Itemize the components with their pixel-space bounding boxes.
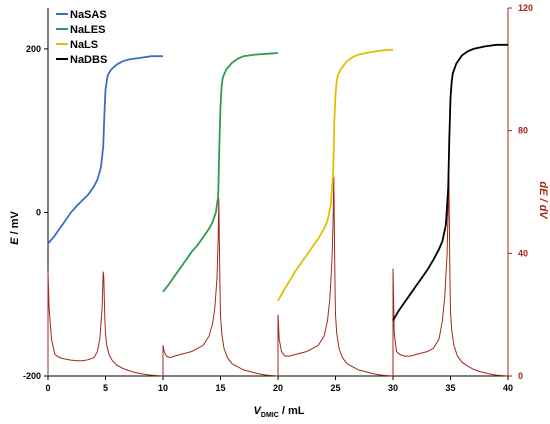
derivative-segment-4 (392, 173, 509, 377)
x-tick-label: 0 (45, 383, 50, 393)
x-tick-label: 20 (273, 383, 283, 393)
x-tick-label: 10 (158, 383, 168, 393)
left-tick-label: 0 (36, 207, 41, 217)
x-label-main: V (254, 405, 263, 417)
legend-label-nals: NaLS (70, 39, 98, 51)
right-tick-label: 40 (518, 248, 528, 258)
legend-label-nasas: NaSAS (70, 9, 107, 21)
x-tick-label: 5 (103, 383, 108, 393)
x-label-sub: DMIC (261, 412, 279, 419)
legend: NaSAS NaLES NaLS NaDBS (56, 9, 107, 66)
legend-label-nadbs: NaDBS (70, 54, 107, 66)
potential-curves (47, 43, 508, 321)
series-line-nasas (47, 55, 163, 245)
y-axis-right-title: dE / dV (537, 181, 549, 220)
x-axis: 0 5 10 15 20 25 30 35 40 (45, 375, 513, 393)
y-left-label-main: E (9, 237, 21, 245)
y-left-label-unit: / mV (9, 211, 21, 238)
left-y-axis: -200 0 200 (23, 8, 49, 381)
x-tick-label: 15 (215, 383, 225, 393)
x-tick-label: 35 (445, 383, 455, 393)
x-axis-title: VDMIC / mL (254, 405, 305, 419)
left-tick-label: -200 (23, 371, 41, 381)
derivative-segment-1 (47, 271, 164, 377)
derivative-segment-3 (277, 176, 394, 377)
x-tick-label: 30 (388, 383, 398, 393)
left-tick-label: 200 (26, 44, 41, 54)
x-tick-label: 40 (503, 383, 513, 393)
series-line-nales (162, 52, 279, 293)
derivative-curves (47, 173, 509, 377)
legend-label-nales: NaLES (70, 24, 105, 36)
y-axis-left-title: E / mV (9, 211, 21, 245)
series-line-nals (277, 48, 394, 302)
right-tick-label: 0 (518, 371, 523, 381)
x-tick-label: 25 (330, 383, 340, 393)
right-y-axis: 0 40 80 120 (507, 3, 533, 381)
right-tick-label: 120 (518, 3, 533, 13)
right-tick-label: 80 (518, 126, 528, 136)
derivative-segment-2 (162, 198, 279, 377)
x-label-unit: / mL (279, 405, 305, 417)
series-line-nadbs (392, 43, 508, 321)
